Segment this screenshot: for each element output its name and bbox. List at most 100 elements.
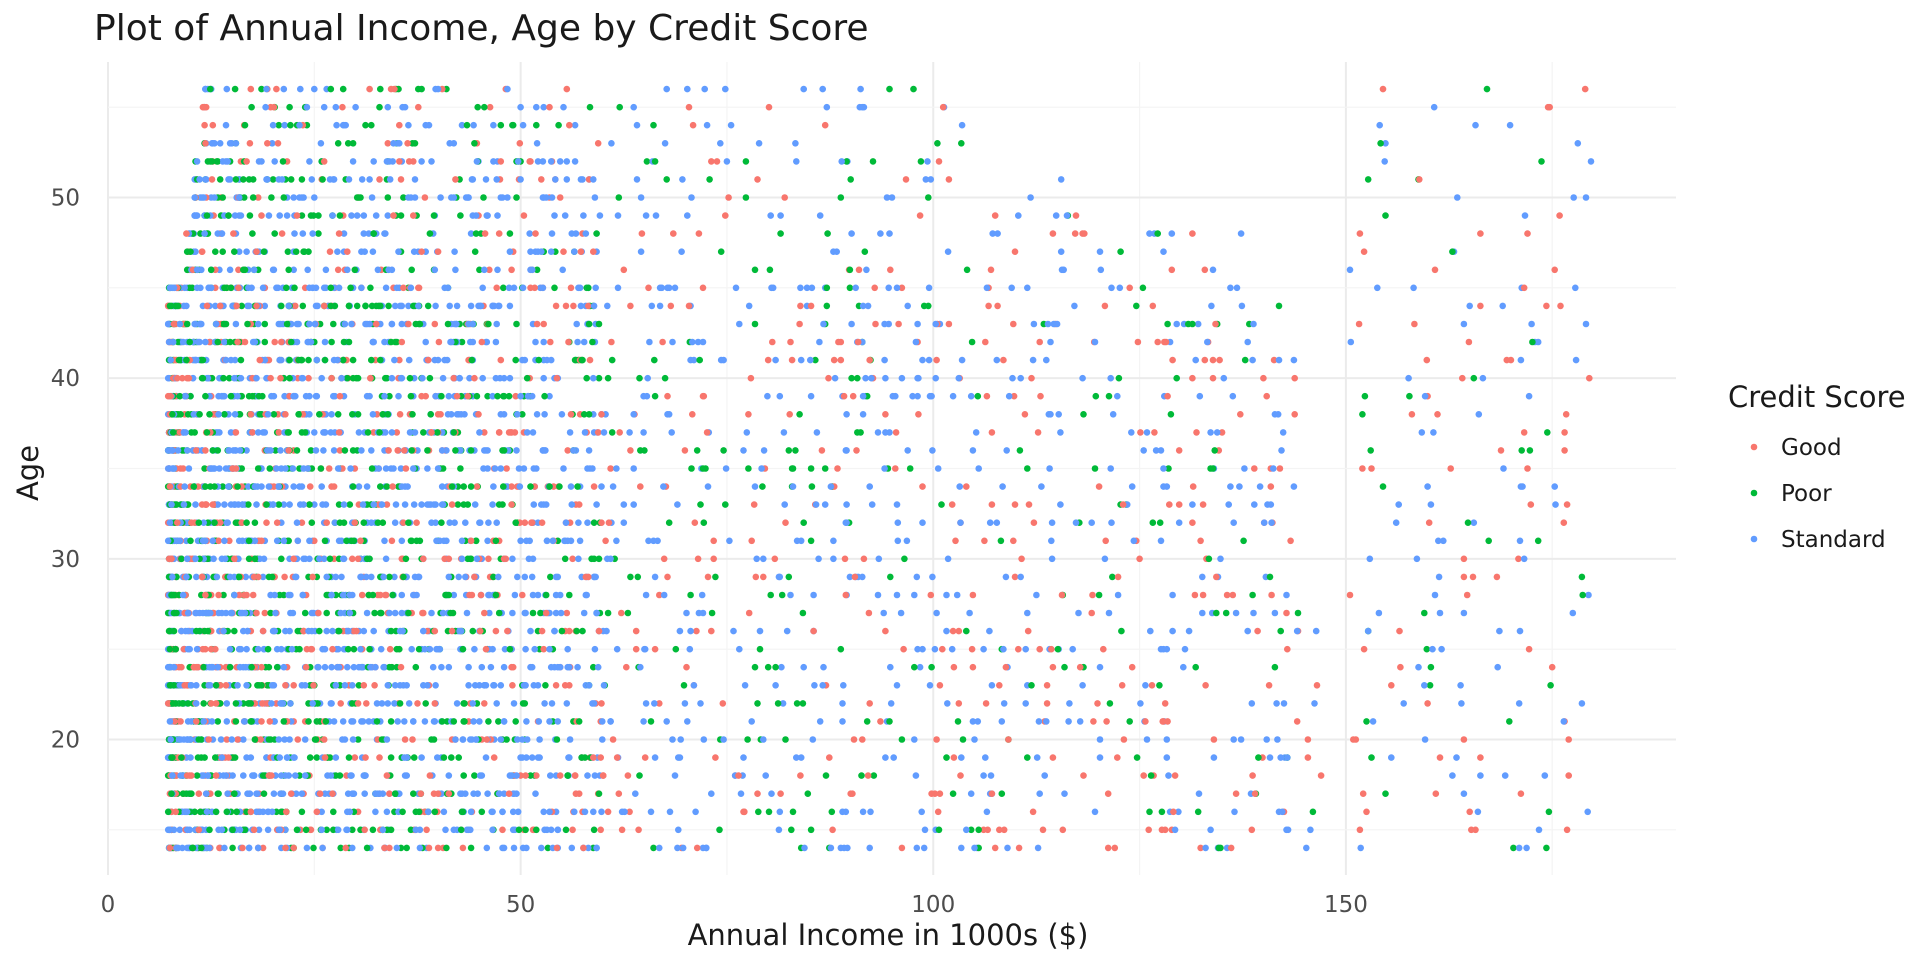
data-point-standard — [236, 663, 244, 671]
data-point-good — [1248, 826, 1256, 834]
data-point-standard — [684, 212, 691, 219]
data-point-standard — [607, 718, 614, 725]
data-point-good — [626, 808, 633, 816]
data-point-good — [1149, 302, 1157, 310]
data-point-good — [1212, 320, 1219, 328]
data-point-standard — [370, 501, 378, 508]
data-point-standard — [384, 212, 392, 219]
data-point-standard — [830, 555, 837, 563]
data-point-good — [1164, 392, 1171, 400]
data-point-poor — [595, 555, 603, 563]
data-point-standard — [881, 465, 888, 472]
data-point-poor — [229, 844, 236, 852]
data-point-poor — [1173, 374, 1180, 382]
data-point-standard — [792, 140, 799, 147]
data-point-standard — [308, 627, 316, 635]
data-point-poor — [459, 808, 467, 816]
data-point-standard — [214, 501, 222, 508]
data-point-poor — [535, 356, 543, 364]
data-point-standard — [174, 447, 182, 454]
data-point-standard — [684, 85, 691, 93]
data-point-poor — [590, 826, 598, 834]
data-point-standard — [207, 609, 214, 617]
data-point-standard — [1000, 645, 1007, 653]
data-point-poor — [331, 302, 339, 310]
data-point-poor — [615, 194, 623, 201]
data-point-good — [177, 465, 184, 472]
data-point-standard — [333, 121, 340, 129]
data-point-standard — [1256, 483, 1264, 490]
data-point-good — [344, 248, 351, 255]
data-point-standard — [875, 555, 883, 563]
data-point-standard — [904, 302, 911, 310]
data-point-good — [508, 266, 515, 274]
data-point-standard — [1400, 700, 1407, 707]
data-point-standard — [349, 790, 357, 797]
data-point-good — [769, 338, 776, 346]
data-point-standard — [843, 411, 850, 418]
data-point-poor — [1091, 465, 1099, 472]
data-point-standard — [462, 573, 469, 581]
data-point-standard — [1264, 501, 1271, 508]
data-point-standard — [1048, 519, 1056, 526]
data-point-standard — [1108, 284, 1115, 292]
data-point-standard — [603, 627, 610, 635]
data-point-poor — [1294, 609, 1302, 617]
data-point-standard — [676, 754, 684, 761]
data-point-standard — [349, 736, 357, 743]
data-point-good — [1268, 591, 1275, 599]
data-point-poor — [585, 284, 592, 292]
data-point-standard — [1048, 555, 1056, 563]
data-point-standard — [277, 447, 284, 454]
data-point-standard — [491, 465, 499, 472]
data-point-standard — [1410, 284, 1417, 292]
data-point-standard — [1069, 645, 1076, 653]
data-point-standard — [983, 284, 991, 292]
data-point-standard — [360, 772, 368, 779]
data-point-standard — [732, 284, 740, 292]
data-point-poor — [1054, 645, 1062, 653]
data-point-standard — [509, 808, 517, 816]
data-point-good — [590, 754, 597, 761]
data-point-good — [745, 411, 752, 418]
data-point-good — [216, 302, 224, 310]
data-point-poor — [544, 844, 552, 852]
data-point-standard — [808, 284, 816, 292]
data-point-standard — [357, 573, 364, 581]
data-point-standard — [235, 194, 243, 201]
data-point-good — [259, 627, 267, 635]
data-point-good — [632, 627, 640, 635]
data-point-good — [325, 465, 333, 472]
data-point-poor — [663, 176, 670, 183]
data-point-standard — [278, 700, 285, 707]
data-point-poor — [344, 374, 351, 382]
data-point-standard — [245, 844, 253, 852]
data-point-poor — [211, 483, 218, 490]
data-point-poor — [430, 736, 438, 743]
data-point-poor — [651, 392, 659, 400]
data-point-standard — [560, 465, 567, 472]
data-point-standard — [485, 519, 492, 526]
data-point-good — [503, 465, 510, 472]
data-point-poor — [745, 465, 752, 472]
data-point-poor — [766, 266, 774, 274]
data-point-standard — [883, 194, 891, 201]
data-point-standard — [321, 645, 329, 653]
data-point-good — [360, 682, 368, 689]
data-point-poor — [368, 121, 375, 129]
data-point-good — [1104, 844, 1112, 852]
data-point-good — [486, 103, 494, 111]
data-point-standard — [300, 555, 307, 563]
data-point-standard — [929, 573, 936, 581]
data-point-standard — [562, 519, 570, 526]
data-point-standard — [486, 609, 493, 617]
data-point-standard — [350, 663, 358, 671]
data-point-standard — [1035, 718, 1043, 725]
data-point-standard — [919, 645, 926, 653]
data-point-standard — [1270, 465, 1277, 472]
data-point-poor — [213, 158, 221, 165]
data-point-good — [216, 519, 224, 526]
data-point-poor — [438, 718, 446, 725]
data-point-good — [1562, 411, 1570, 418]
data-point-good — [1515, 555, 1522, 563]
